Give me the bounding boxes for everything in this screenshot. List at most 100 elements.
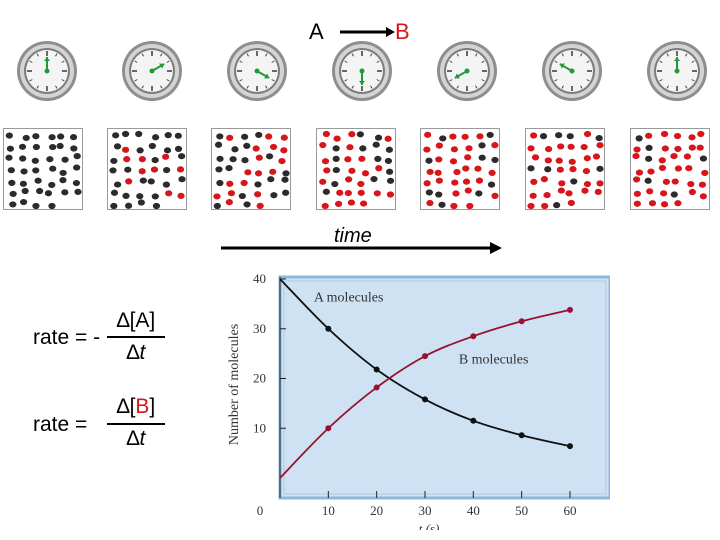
molecule-a	[478, 154, 486, 161]
molecule-b	[435, 156, 443, 163]
molecule-a	[46, 156, 54, 163]
molecule-a	[635, 135, 643, 142]
molecule-b	[540, 176, 548, 183]
molecule-b	[674, 145, 682, 153]
rate-eq-a-fraction-bar	[107, 336, 165, 338]
molecule-a	[162, 181, 170, 188]
molecule-a	[148, 142, 156, 150]
rate-eq-a-numerator: ∆[A]	[104, 309, 168, 333]
molecule-a	[32, 202, 40, 209]
molecule-snapshot-box	[420, 128, 500, 210]
molecule-b	[648, 200, 657, 207]
molecule-a	[386, 177, 395, 184]
molecule-a	[265, 153, 274, 160]
y-tick-label: 40	[253, 271, 266, 286]
molecule-a	[435, 191, 443, 198]
molecule-a	[112, 132, 120, 139]
molecule-a	[136, 147, 144, 154]
molecule-b	[462, 178, 471, 185]
x-tick-label: 60	[564, 503, 577, 518]
data-point	[470, 333, 477, 340]
rate-eq-a-den-var: t	[139, 341, 146, 364]
molecule-a	[254, 181, 262, 188]
molecule-a	[122, 192, 130, 199]
molecule-a	[475, 190, 483, 197]
molecule-b	[633, 146, 641, 153]
molecule-b	[583, 155, 591, 162]
molecule-a	[48, 181, 56, 189]
rate-eq-a-denominator: ∆t	[104, 341, 168, 365]
molecule-b	[348, 167, 356, 174]
molecule-a	[74, 188, 82, 196]
molecule-a	[152, 202, 161, 209]
molecule-b	[673, 132, 682, 140]
molecule-b	[583, 180, 592, 188]
molecule-b	[319, 178, 327, 185]
molecule-b	[240, 179, 248, 187]
molecule-b	[543, 191, 551, 199]
molecule-b	[213, 193, 221, 200]
molecule-b	[346, 144, 354, 151]
molecule-b	[594, 188, 602, 195]
molecule-b	[491, 192, 499, 199]
molecule-b	[375, 165, 383, 172]
molecule-b	[254, 170, 263, 177]
molecule-a	[356, 131, 364, 138]
data-point	[325, 425, 332, 432]
rate-eq-b-numerator: ∆[B]	[104, 395, 168, 419]
molecule-b	[531, 154, 540, 161]
rate-eq-a-prefix: rate = -	[33, 326, 101, 349]
molecule-a	[372, 141, 380, 148]
plot-inner-border	[283, 280, 607, 495]
molecule-a	[267, 176, 275, 183]
molecule-a	[19, 155, 27, 162]
molecule-a	[332, 155, 340, 162]
molecule-a	[241, 157, 249, 164]
molecule-a	[61, 156, 69, 163]
molecule-a	[478, 142, 486, 149]
molecule-b	[568, 158, 576, 165]
molecule-b	[225, 199, 233, 206]
molecule-a	[332, 166, 340, 174]
molecule-a	[124, 166, 132, 173]
molecule-a	[110, 157, 118, 165]
y-tick-label: 10	[253, 420, 266, 435]
molecule-b	[280, 134, 288, 141]
molecule-b	[333, 135, 341, 142]
molecule-b	[645, 132, 653, 139]
molecule-a	[384, 157, 393, 165]
molecule-a	[439, 135, 447, 142]
molecule-a	[70, 145, 78, 152]
molecule-a	[332, 145, 340, 152]
molecule-a	[425, 157, 433, 164]
molecule-a	[385, 168, 394, 175]
molecule-b	[674, 200, 682, 207]
rate-eq-b-num-delta: ∆[	[116, 395, 136, 418]
molecule-a	[20, 168, 28, 175]
molecule-b	[423, 180, 431, 187]
molecule-a	[539, 133, 548, 140]
molecule-a	[121, 130, 130, 138]
molecule-a	[229, 156, 237, 163]
molecule-b	[226, 180, 234, 187]
molecule-b	[646, 188, 654, 195]
reaction-arrow	[340, 27, 395, 37]
molecule-b	[557, 187, 565, 194]
molecule-a	[178, 176, 186, 183]
molecule-a	[163, 147, 172, 154]
molecule-a	[566, 133, 574, 140]
molecule-b	[685, 165, 693, 172]
time-arrow	[221, 242, 502, 254]
molecule-b	[647, 168, 655, 175]
molecule-a	[32, 133, 40, 140]
molecule-b	[464, 154, 472, 161]
molecule-b	[670, 152, 678, 160]
molecule-b	[373, 190, 381, 197]
molecule-a	[32, 167, 40, 174]
molecule-a	[331, 180, 339, 188]
molecule-a	[645, 155, 653, 162]
molecule-b	[162, 153, 170, 160]
molecule-b	[632, 152, 640, 160]
molecule-b	[633, 176, 641, 183]
molecule-b	[123, 156, 131, 163]
